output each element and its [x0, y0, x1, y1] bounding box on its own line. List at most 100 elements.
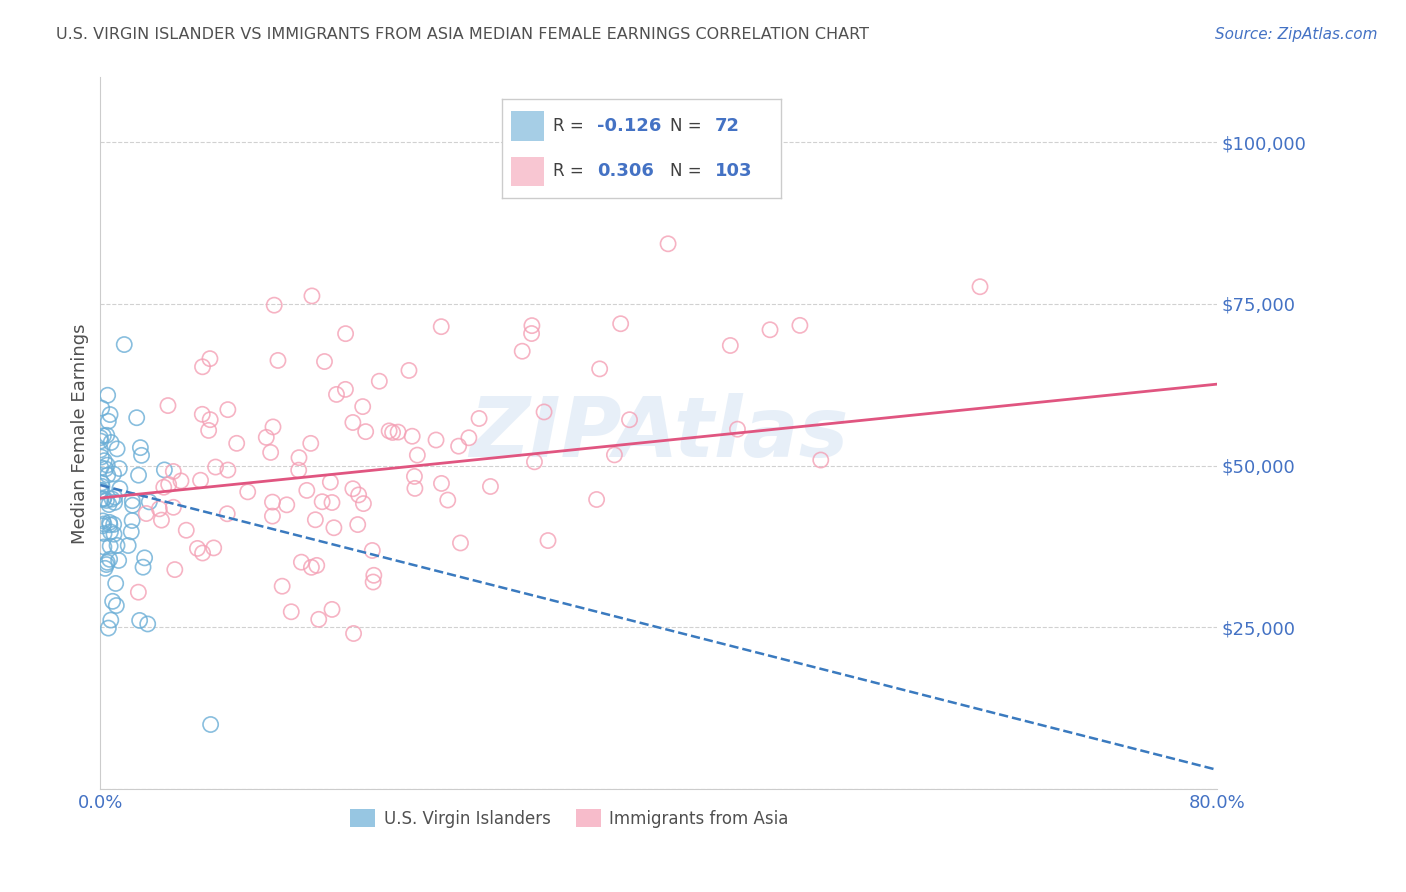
Point — [319, 475, 342, 490]
Point — [90, 485, 112, 500]
Point — [101, 491, 124, 506]
Point — [96, 555, 118, 569]
Point — [105, 599, 128, 613]
Point — [225, 436, 247, 450]
Point — [263, 298, 285, 312]
Point — [262, 509, 284, 524]
Point — [267, 353, 290, 368]
Point — [96, 558, 118, 572]
Point — [314, 354, 336, 368]
Text: ZIPAtlas: ZIPAtlas — [470, 392, 848, 474]
Point — [308, 612, 330, 626]
Point — [352, 400, 374, 414]
Point — [387, 425, 409, 439]
Point — [191, 407, 214, 421]
Point — [112, 337, 135, 351]
Point — [90, 483, 112, 498]
Point — [450, 536, 472, 550]
Point — [191, 546, 214, 560]
Point — [89, 431, 111, 445]
Point — [174, 523, 197, 537]
Point — [104, 490, 127, 504]
Point — [523, 455, 546, 469]
Point — [404, 469, 426, 483]
Point — [131, 448, 153, 462]
Point — [468, 411, 491, 425]
Point — [430, 319, 453, 334]
Point — [91, 514, 114, 528]
Point — [90, 401, 112, 416]
Point — [457, 431, 479, 445]
Point — [619, 413, 641, 427]
Point — [262, 495, 284, 509]
Point — [163, 563, 186, 577]
Point — [132, 560, 155, 574]
Point — [90, 460, 112, 475]
Point — [90, 483, 112, 498]
Point — [354, 425, 377, 439]
Point — [105, 538, 128, 552]
Point — [90, 475, 112, 490]
Point — [134, 550, 156, 565]
Point — [97, 414, 120, 428]
Point — [321, 602, 343, 616]
Point — [342, 626, 364, 640]
Point — [108, 461, 131, 475]
Point — [759, 323, 782, 337]
Point — [657, 236, 679, 251]
Point — [311, 494, 333, 508]
Point — [103, 467, 125, 481]
Point — [125, 410, 148, 425]
Point — [103, 517, 125, 532]
Point — [520, 318, 543, 333]
Point — [533, 405, 555, 419]
Point — [288, 450, 311, 465]
Point — [90, 492, 112, 507]
Point — [398, 363, 420, 377]
Point — [90, 434, 112, 449]
Point — [117, 539, 139, 553]
Point — [93, 491, 115, 506]
Point — [129, 441, 152, 455]
Point — [295, 483, 318, 498]
Point — [97, 468, 120, 483]
Point — [152, 480, 174, 494]
Point — [103, 527, 125, 541]
Point — [217, 402, 239, 417]
Point — [186, 541, 208, 556]
Point — [162, 465, 184, 479]
Point — [361, 543, 384, 558]
Point — [89, 442, 111, 457]
Point — [447, 439, 470, 453]
Point — [105, 442, 128, 456]
Point — [430, 476, 453, 491]
Point — [280, 605, 302, 619]
Point — [198, 412, 221, 426]
Point — [170, 474, 193, 488]
Point — [101, 594, 124, 608]
Point — [727, 422, 749, 436]
Point — [335, 383, 357, 397]
Point — [262, 420, 284, 434]
Point — [789, 318, 811, 333]
Point — [378, 424, 401, 438]
Point — [91, 479, 114, 493]
Point — [198, 351, 221, 366]
Point — [404, 482, 426, 496]
Point — [299, 436, 322, 450]
Point — [342, 416, 364, 430]
Point — [93, 516, 115, 531]
Point — [271, 579, 294, 593]
Point — [127, 585, 149, 599]
Point — [589, 362, 612, 376]
Point — [190, 473, 212, 487]
Point — [91, 518, 114, 533]
Point — [325, 387, 347, 401]
Point — [148, 501, 170, 516]
Point — [204, 460, 226, 475]
Point — [96, 493, 118, 508]
Point — [120, 524, 142, 539]
Point — [91, 492, 114, 507]
Point — [346, 517, 368, 532]
Point — [276, 498, 298, 512]
